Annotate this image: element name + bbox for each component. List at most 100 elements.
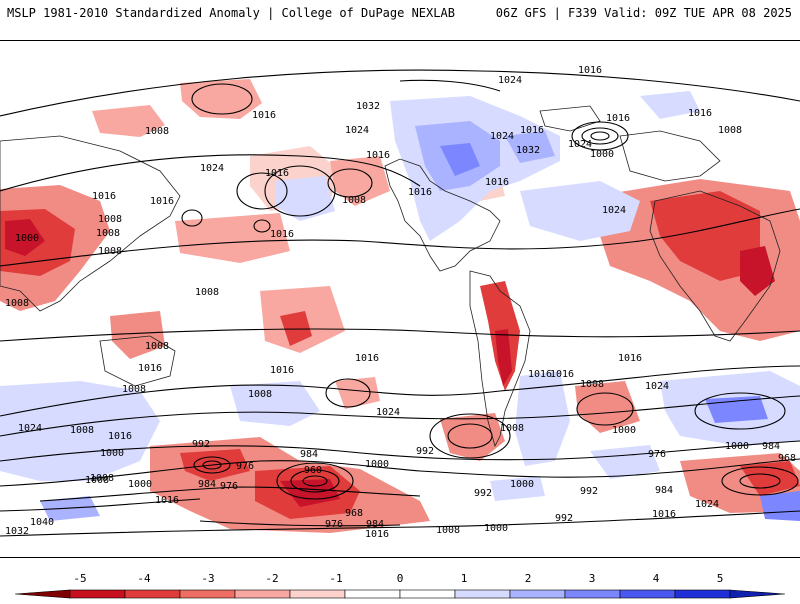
isobar-label: 1008 [122,384,146,395]
coastlines [0,105,781,448]
colorbar-tick-label: 0 [397,572,404,585]
isobar-label: 1008 [145,341,169,352]
isobar-label: 1000 [590,149,614,160]
colorbar-swatch [674,589,731,599]
anomaly-map: 1016 1024 1032 1016 1024 1016 1016 1008 … [0,40,800,558]
isobar-label: 976 [648,449,666,460]
isobar-label: 1008 [98,246,122,257]
colorbar-swatch [289,589,346,599]
isobar-label: 1016 [365,529,389,540]
colorbar-swatch [344,589,401,599]
isobar-label: 1016 [265,168,289,179]
isobar-label: 1008 [145,126,169,137]
isobar-label: 1016 [92,191,116,202]
isobar-label: 1008 [96,228,120,239]
isobar-label: 1008 [436,525,460,536]
isobar-label: 976 [325,519,343,530]
colorbar-tick-label: 1 [461,572,468,585]
colorbar-swatch [564,589,621,599]
isobar-label: 1016 [355,353,379,364]
colorbar-legend: -5 -4 -3 -2 -1 0 1 2 3 4 5 [0,568,800,600]
colorbar-swatches [14,589,786,599]
isobar-label: 984 [300,449,318,460]
isobar-label: 1000 [484,523,508,534]
isobar-label: 1000 [612,425,636,436]
isobar-label: 1008 [195,287,219,298]
isobar-label: 1024 [18,423,42,434]
colorbar-swatch [234,589,291,599]
isobar-label: 1008 [248,389,272,400]
isobar-label: 1032 [356,101,380,112]
isobar-label: 1016 [138,363,162,374]
isobar-label: 1016 [408,187,432,198]
isobar-label: 1008 [5,298,29,309]
isobar-label: 1016 [252,110,276,121]
isobar-label: 1000 [510,479,534,490]
isobar-label: 1024 [376,407,400,418]
isobar-label: 1000 [725,441,749,452]
isobar-contours [0,69,800,537]
isobar-label: 984 [655,485,673,496]
isobar-label: 1016 [528,369,552,380]
colorbar-swatch [619,589,676,599]
isobar-label: 984 [366,519,384,530]
colorbar-swatch [69,589,126,599]
colorbar-swatch [124,589,181,599]
colorbar-swatch [454,589,511,599]
isobar-label: 1016 [108,431,132,442]
colorbar-swatch [14,589,71,599]
isobar-label: 1024 [695,499,719,510]
colorbar-tick-label: 2 [525,572,532,585]
colorbar-tick-label: 3 [589,572,596,585]
isobar-label: 1016 [270,229,294,240]
isobar-label: 1016 [366,150,390,161]
isobar-label: 1000 [15,233,39,244]
isobar-label: 1016 [270,365,294,376]
isobar-label: 992 [474,488,492,499]
isobar-label: 984 [198,479,216,490]
colorbar-tick-label: 5 [717,572,724,585]
isobar-label: 1024 [602,205,626,216]
isobar-label: 1000 [365,459,389,470]
isobar-label: 1008 [580,379,604,390]
isobar-label: 1016 [652,509,676,520]
colorbar-tick-label: -4 [137,572,151,585]
isobar-label: 968 [345,508,363,519]
colorbar-svg: -5 -4 -3 -2 -1 0 1 2 3 4 5 [14,572,786,599]
isobar-label: 1016 [485,177,509,188]
isobar-label: 1000 [128,479,152,490]
isobar-label: 1016 [155,495,179,506]
isobar-label: 992 [555,513,573,524]
colorbar-swatch [729,589,786,599]
isobar-label: 1024 [200,163,224,174]
colorbar-tick-label: -2 [265,572,278,585]
colorbar-tick-label: -1 [329,572,342,585]
isobar-label: 1008 [500,423,524,434]
isobar-labels: 1016 1024 1032 1016 1024 1016 1016 1008 … [5,65,796,540]
isobar-label: 1000 [100,448,124,459]
isobar-label: 1032 [516,145,540,156]
isobar-label: 1024 [568,139,592,150]
isobar-label: 1032 [5,526,29,537]
isobar-label: 1024 [498,75,522,86]
isobar-label: 1016 [618,353,642,364]
isobar-label: 1016 [520,125,544,136]
isobar-label: 1024 [490,131,514,142]
isobar-label: 976 [220,481,238,492]
isobar-label: 992 [192,439,210,450]
colorbar-tick-labels: -5 -4 -3 -2 -1 0 1 2 3 4 5 [73,572,723,585]
isobar-label: 1024 [645,381,669,392]
isobar-label: 1016 [550,369,574,380]
colorbar-swatch [509,589,566,599]
isobar-label: 1016 [578,65,602,76]
isobar-label: 960 [304,465,322,476]
isobar-label: 1016 [606,113,630,124]
isobar-label: 1024 [345,125,369,136]
colorbar-swatch [399,589,456,599]
isobar-label: 1040 [30,517,54,528]
isobar-label: 1008 [98,214,122,225]
isobar-label: 1016 [688,108,712,119]
isobar-label: 1008 [85,475,109,486]
model-valid-time: 06Z GFS | F339 Valid: 09Z TUE APR 08 202… [495,6,792,20]
isobar-label: 992 [416,446,434,457]
